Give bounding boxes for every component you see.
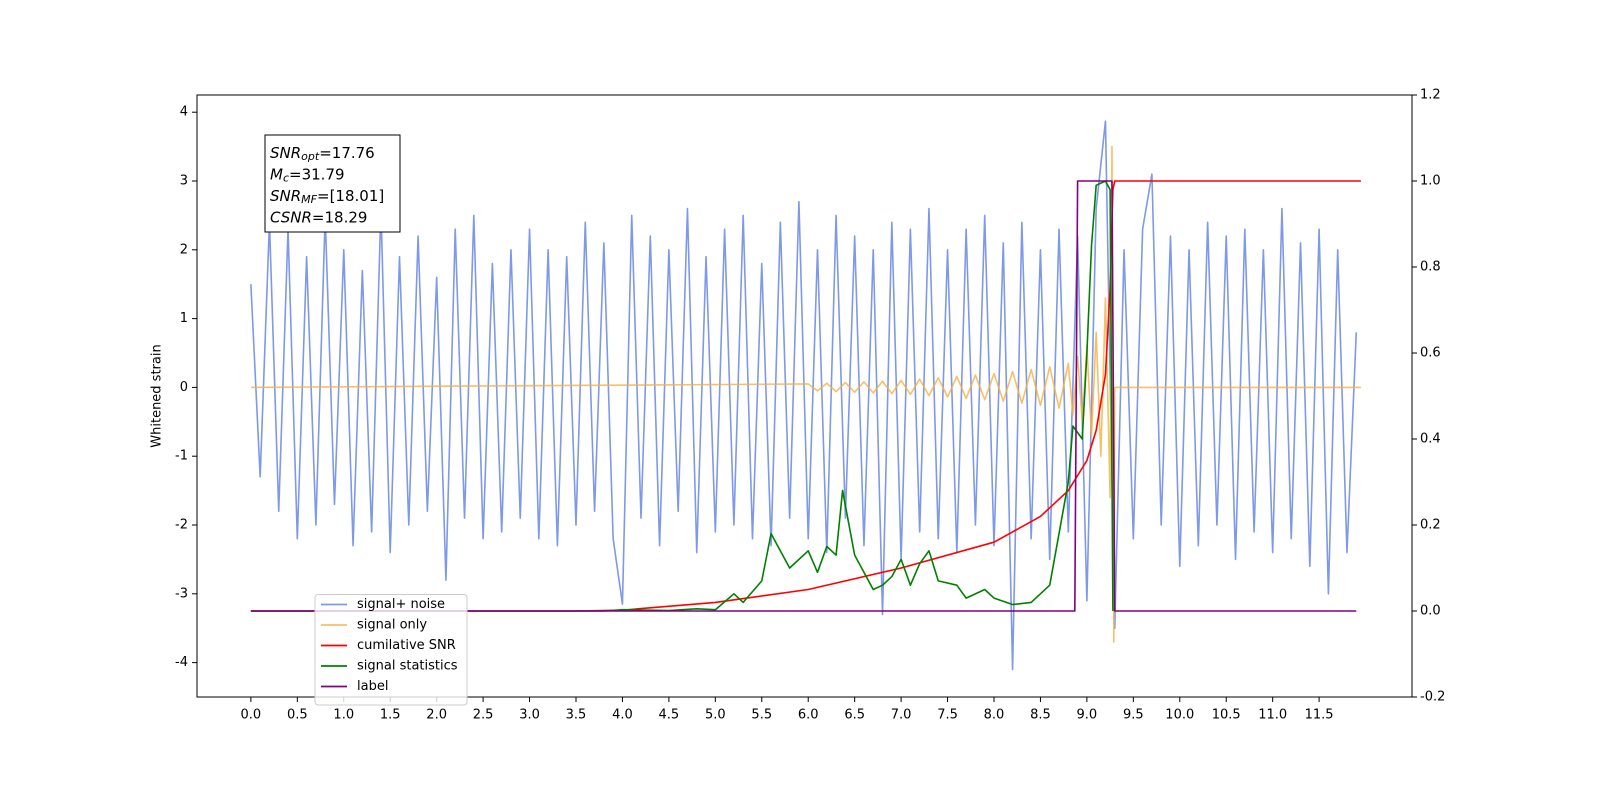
- x-tick-label: 7.5: [937, 708, 958, 723]
- series-line: [250, 180, 1357, 612]
- annotation-main: M: [270, 165, 283, 183]
- plot-frame: [196, 94, 1413, 698]
- y-tick-label: -4: [175, 655, 188, 670]
- annotation-sub: opt: [301, 150, 320, 163]
- x-tick-label: 2.5: [473, 708, 494, 723]
- annotation: Mc=31.79: [270, 165, 345, 185]
- x-tick-label: 8.5: [1030, 708, 1051, 723]
- y-axis-label: Whitened strain: [150, 344, 165, 447]
- x-tick-label: 1.5: [380, 708, 401, 723]
- x-tick-label: 9.5: [1123, 708, 1144, 723]
- x-tick-label: 10.5: [1212, 708, 1241, 723]
- y2-tick-label: 1.0: [1420, 174, 1441, 189]
- legend-label: label: [357, 679, 388, 694]
- x-tick-label: 2.0: [426, 708, 447, 723]
- legend-label: signal statistics: [357, 659, 458, 674]
- x-tick-label: 4.5: [659, 708, 680, 723]
- legend-label: signal+ noise: [357, 597, 445, 612]
- y-tick-label: 4: [180, 105, 188, 120]
- y2-tick-label: 1.2: [1420, 88, 1441, 103]
- annotation-main: SNR: [270, 144, 301, 162]
- x-tick-label: 8.0: [984, 708, 1005, 723]
- y-tick-label: 3: [180, 174, 188, 189]
- x-tick-label: 1.0: [333, 708, 354, 723]
- y2-tick-label: -0.2: [1420, 690, 1445, 705]
- legend-label: cumilative SNR: [357, 638, 456, 653]
- x-tick-label: 9.0: [1077, 708, 1098, 723]
- annotation-main: CSNR: [270, 208, 312, 226]
- y-tick-label: 0: [180, 380, 188, 395]
- x-tick-label: 6.5: [844, 708, 865, 723]
- annotation-rest: =18.29: [312, 208, 368, 226]
- y2-tick-label: 0.2: [1420, 518, 1441, 533]
- x-tick-label: 7.0: [891, 708, 912, 723]
- y-tick-label: 2: [180, 242, 188, 257]
- y-tick-label: -2: [175, 518, 188, 533]
- series-line: [250, 180, 1361, 612]
- annotation-main: SNR: [270, 187, 301, 205]
- legend-label: signal only: [357, 618, 427, 633]
- y2-tick-label: 0.4: [1420, 432, 1441, 447]
- legend-box: [314, 594, 468, 706]
- plot-area: [250, 120, 1361, 671]
- x-tick-label: 0.0: [241, 708, 262, 723]
- x-tick-label: 6.0: [798, 708, 819, 723]
- x-tick-label: 3.0: [519, 708, 540, 723]
- x-tick-label: 0.5: [287, 708, 308, 723]
- y2-tick-label: 0.6: [1420, 346, 1441, 361]
- annotation-rest: =17.76: [319, 144, 375, 162]
- x-tick-label: 10.0: [1165, 708, 1194, 723]
- x-tick-label: 11.5: [1305, 708, 1334, 723]
- annotation-sub: MF: [301, 193, 317, 206]
- x-tick-label: 5.5: [751, 708, 772, 723]
- x-tick-label: 3.5: [566, 708, 587, 723]
- series-line: [250, 120, 1358, 671]
- y2-tick-label: 0.0: [1420, 604, 1441, 619]
- x-tick-label: 5.0: [705, 708, 726, 723]
- annotation-box: [264, 134, 401, 233]
- annotation-sub: c: [283, 172, 289, 185]
- y-tick-label: -1: [175, 449, 188, 464]
- annotation: CSNR=18.29: [270, 208, 367, 226]
- annotation: SNRopt=17.76: [270, 144, 375, 164]
- x-tick-label: 4.0: [612, 708, 633, 723]
- y-tick-label: 1: [180, 311, 188, 326]
- series-line: [250, 145, 1361, 643]
- y-tick-label: -3: [175, 586, 188, 601]
- annotation-rest: =31.79: [289, 165, 345, 183]
- annotation-rest: =[18.01]: [317, 187, 384, 205]
- annotation: SNRMF=[18.01]: [270, 187, 384, 207]
- x-tick-label: 11.0: [1258, 708, 1287, 723]
- y2-tick-label: 0.8: [1420, 260, 1441, 275]
